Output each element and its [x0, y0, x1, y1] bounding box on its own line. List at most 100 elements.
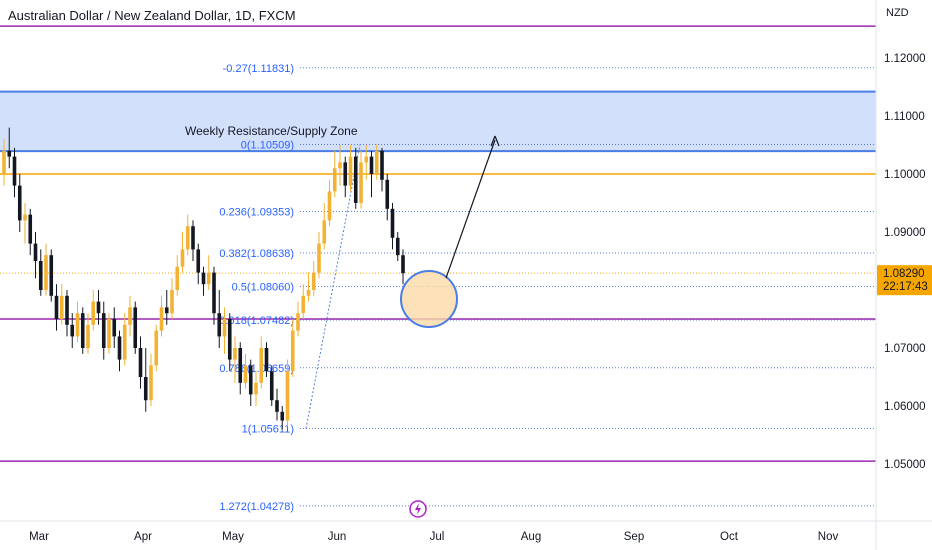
- time-tick-label: Nov: [818, 531, 839, 543]
- last-price-badge: [877, 265, 932, 296]
- candle[interactable]: [143, 348, 148, 412]
- candle[interactable]: [33, 232, 38, 279]
- candle[interactable]: [353, 147, 358, 209]
- candle[interactable]: [12, 147, 17, 198]
- target-circle[interactable]: [400, 270, 458, 328]
- candle[interactable]: [28, 208, 33, 256]
- candle[interactable]: [96, 290, 101, 325]
- candle[interactable]: [322, 203, 327, 250]
- candle[interactable]: [364, 145, 369, 180]
- time-tick-label: Mar: [29, 531, 49, 543]
- candle[interactable]: [149, 353, 153, 406]
- candle[interactable]: [264, 342, 269, 377]
- candle[interactable]: [206, 255, 211, 290]
- candle[interactable]: [59, 284, 64, 325]
- candle[interactable]: [180, 232, 185, 273]
- candle[interactable]: [290, 319, 295, 377]
- candle[interactable]: [348, 145, 353, 192]
- candle[interactable]: [343, 156, 348, 198]
- price-tick-label: 1.11000: [884, 111, 925, 123]
- candle[interactable]: [296, 301, 300, 337]
- candle[interactable]: [280, 406, 285, 430]
- candle[interactable]: [38, 249, 43, 296]
- fib-level-label: -0.27(1.11831): [223, 63, 294, 75]
- candle[interactable]: [2, 139, 6, 186]
- candle[interactable]: [91, 290, 96, 331]
- candle[interactable]: [154, 324, 159, 372]
- candle[interactable]: [227, 313, 232, 372]
- candle[interactable]: [401, 249, 405, 285]
- candle[interactable]: [311, 261, 316, 296]
- fib-level-label: 0.236(1.09353): [219, 207, 294, 219]
- candle[interactable]: [170, 278, 174, 319]
- candle[interactable]: [70, 313, 75, 348]
- price-tick-label: 1.05000: [884, 459, 926, 471]
- candle[interactable]: [359, 150, 363, 209]
- arrow-head-icon: [490, 135, 500, 147]
- candle[interactable]: [196, 243, 201, 285]
- candle[interactable]: [338, 145, 342, 186]
- candle[interactable]: [275, 388, 279, 421]
- candle[interactable]: [133, 301, 138, 354]
- fib-trend-line: [305, 144, 361, 429]
- candle[interactable]: [175, 255, 180, 296]
- candle[interactable]: [128, 295, 132, 337]
- lightning-bolt-icon: [415, 503, 421, 515]
- candle[interactable]: [107, 313, 111, 354]
- candle[interactable]: [269, 365, 274, 406]
- price-tick-label: 1.09000: [884, 227, 926, 239]
- candle[interactable]: [248, 359, 253, 406]
- candle[interactable]: [374, 144, 379, 180]
- candle[interactable]: [306, 272, 311, 302]
- candle[interactable]: [327, 179, 332, 227]
- candle[interactable]: [185, 214, 190, 256]
- candle[interactable]: [390, 203, 395, 250]
- projection-arrow[interactable]: [445, 139, 496, 279]
- candle[interactable]: [65, 290, 69, 337]
- candle[interactable]: [44, 243, 48, 296]
- candle[interactable]: [369, 150, 374, 198]
- candle[interactable]: [117, 330, 122, 372]
- candle[interactable]: [49, 249, 54, 302]
- candle[interactable]: [201, 266, 206, 296]
- candle[interactable]: [380, 147, 384, 192]
- time-tick-label: Aug: [521, 531, 541, 543]
- candle[interactable]: [17, 174, 22, 232]
- candle[interactable]: [212, 266, 216, 325]
- candle[interactable]: [112, 307, 117, 348]
- fib-level-label: 0.786(1.06659): [219, 363, 294, 375]
- candle[interactable]: [285, 359, 290, 427]
- candle[interactable]: [138, 336, 143, 389]
- candle-countdown-label: 22:17:43: [883, 281, 928, 293]
- candle[interactable]: [191, 220, 195, 261]
- supply-zone[interactable]: [0, 91, 876, 152]
- candle[interactable]: [238, 342, 243, 395]
- candle[interactable]: [243, 353, 248, 389]
- candle[interactable]: [86, 313, 90, 354]
- candle[interactable]: [217, 290, 222, 348]
- candle[interactable]: [75, 301, 80, 343]
- candle[interactable]: [7, 127, 12, 169]
- candle[interactable]: [395, 232, 400, 261]
- price-tick-label: 1.07000: [884, 343, 926, 355]
- candle[interactable]: [385, 174, 390, 221]
- candle[interactable]: [101, 301, 106, 360]
- candle[interactable]: [159, 295, 164, 337]
- candle[interactable]: [80, 307, 85, 354]
- price-tick-label: 1.06000: [884, 401, 926, 413]
- candle[interactable]: [317, 232, 321, 279]
- candle[interactable]: [222, 307, 227, 354]
- candle[interactable]: [259, 336, 264, 389]
- candle[interactable]: [254, 371, 258, 406]
- candle[interactable]: [233, 336, 237, 383]
- candle[interactable]: [54, 284, 59, 331]
- price-tick-label: 1.12000: [884, 53, 926, 65]
- candle[interactable]: [23, 203, 27, 244]
- candle[interactable]: [332, 150, 337, 198]
- candle[interactable]: [301, 284, 306, 319]
- currency-unit: NZD: [886, 7, 909, 19]
- candle[interactable]: [164, 290, 169, 325]
- candle[interactable]: [122, 313, 127, 366]
